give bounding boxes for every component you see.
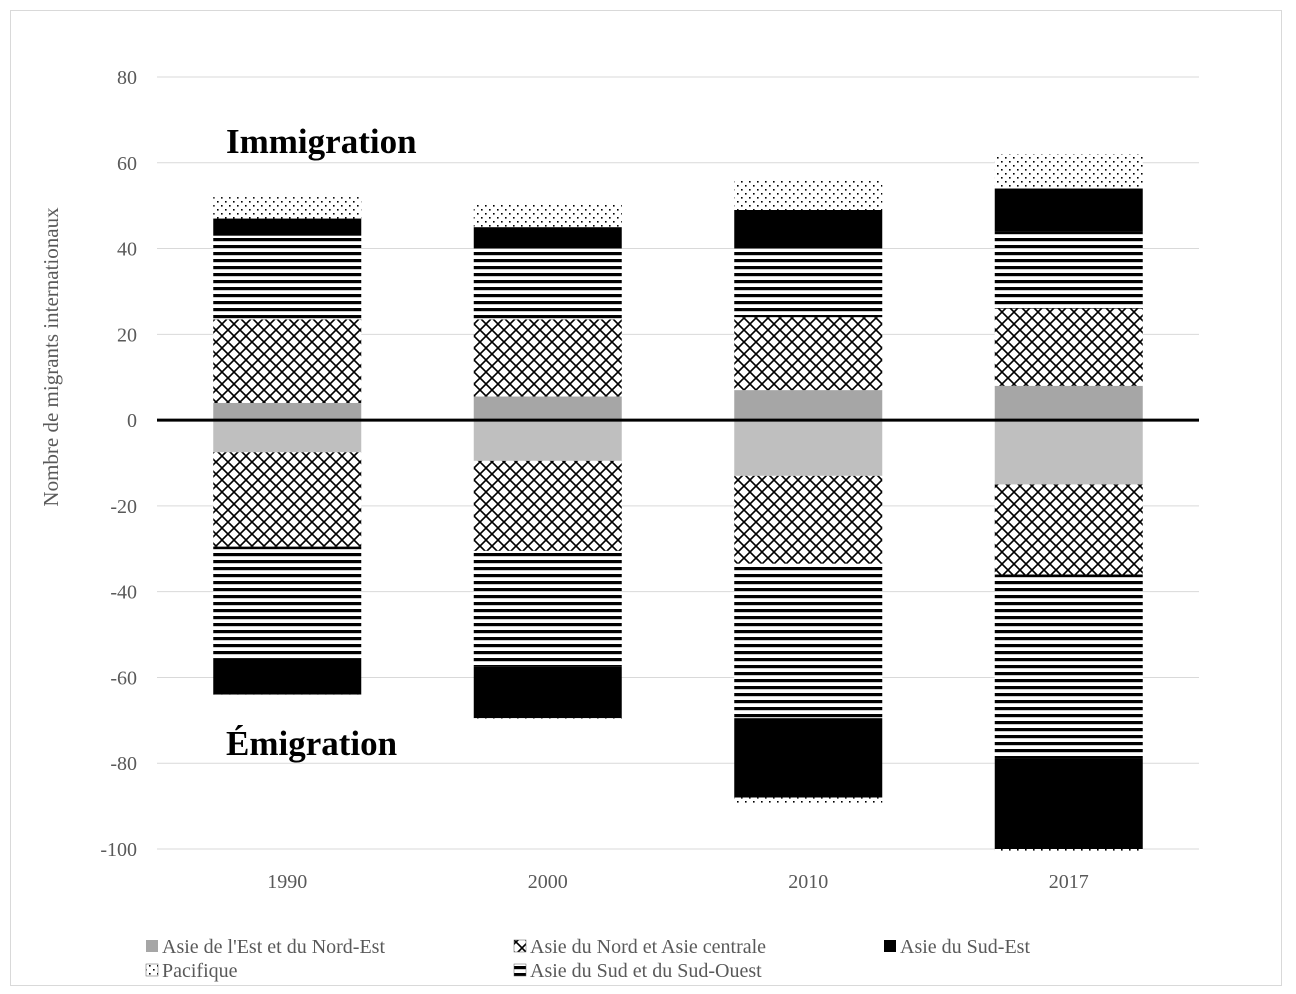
y-tick-label: -20 — [110, 496, 137, 518]
bar-pacifique-immigration-2010 — [734, 179, 883, 210]
bar-asie-du-sud-et-du-sud-ouest-immigration-2000 — [473, 248, 622, 320]
x-tick-label: 2000 — [528, 871, 568, 893]
labels: Nombre de migrants internationaux Immigr… — [39, 122, 417, 763]
bar-asie-du-nord-et-asie-centrale-immigration-2010 — [734, 317, 883, 391]
bar-asie-de-l-est-et-du-nord-est-immigration-2000 — [473, 396, 622, 421]
legend-label: Asie du Nord et Asie centrale — [530, 936, 766, 958]
bar-asie-du-sud-est-emigration-2000 — [473, 666, 622, 719]
x-tick-label: 2017 — [1049, 871, 1089, 893]
bar-asie-de-l-est-et-du-nord-est-immigration-2017 — [994, 385, 1143, 421]
bar-asie-du-nord-et-asie-centrale-emigration-1990 — [213, 452, 362, 547]
bar-asie-du-sud-est-emigration-2017 — [994, 758, 1143, 849]
bar-asie-de-l-est-et-du-nord-est-immigration-1990 — [213, 402, 362, 421]
y-tick-label: 20 — [117, 324, 137, 346]
legend-item-pacifique: Pacifique — [145, 960, 238, 982]
bar-asie-du-sud-et-du-sud-ouest-immigration-1990 — [213, 235, 362, 320]
bar-asie-du-nord-et-asie-centrale-emigration-2010 — [734, 475, 883, 564]
annotation-emigration: Émigration — [226, 724, 397, 763]
y-tick-label: 80 — [117, 67, 137, 89]
legend-label: Asie du Sud-Est — [900, 936, 1030, 958]
bar-asie-de-l-est-et-du-nord-est-emigration-2000 — [473, 420, 622, 461]
x-tick-label: 2010 — [788, 871, 828, 893]
bar-pacifique-emigration-1990 — [213, 694, 362, 697]
legend: Asie de l'Est et du Nord-Est Asie du Nord… — [145, 936, 1030, 982]
legend-swatch — [145, 963, 159, 977]
legend-swatch — [513, 963, 527, 977]
bar-asie-du-nord-et-asie-centrale-immigration-1990 — [213, 319, 362, 403]
bar-asie-de-l-est-et-du-nord-est-emigration-2017 — [994, 420, 1143, 485]
legend-label: Pacifique — [162, 960, 238, 982]
bar-pacifique-immigration-1990 — [213, 197, 362, 219]
x-tick-label: 1990 — [267, 871, 307, 893]
y-tick-label: -80 — [110, 753, 137, 775]
bar-asie-du-sud-et-du-sud-ouest-immigration-2017 — [994, 231, 1143, 309]
legend-item-asie-de-l-est-et-du-nord-est: Asie de l'Est et du Nord-Est — [146, 936, 385, 958]
y-axis-title: Nombre de migrants internationaux — [39, 207, 63, 507]
bar-asie-du-nord-et-asie-centrale-immigration-2017 — [994, 308, 1143, 386]
bar-asie-de-l-est-et-du-nord-est-emigration-2010 — [734, 420, 883, 476]
bar-asie-du-sud-est-immigration-2017 — [994, 188, 1143, 232]
bar-asie-du-sud-et-du-sud-ouest-emigration-2000 — [473, 550, 622, 667]
bar-asie-du-sud-et-du-sud-ouest-immigration-2010 — [734, 248, 883, 318]
y-tick-label: -100 — [100, 839, 137, 861]
bar-asie-du-nord-et-asie-centrale-emigration-2017 — [994, 484, 1143, 575]
bar-asie-de-l-est-et-du-nord-est-emigration-1990 — [213, 420, 362, 453]
bar-pacifique-immigration-2000 — [473, 203, 622, 228]
y-tick-label: 0 — [127, 410, 137, 432]
legend-swatch — [884, 940, 896, 952]
bar-asie-du-sud-et-du-sud-ouest-emigration-2010 — [734, 563, 883, 719]
y-tick-label: -60 — [110, 667, 137, 689]
bar-asie-du-sud-est-immigration-2000 — [473, 227, 622, 249]
y-tick-label: 60 — [117, 153, 137, 175]
bar-asie-du-sud-est-immigration-1990 — [213, 218, 362, 236]
bar-asie-du-nord-et-asie-centrale-immigration-2000 — [473, 319, 622, 397]
bars: 1990 2000 2010 2017 — [213, 154, 1143, 893]
legend-swatch — [513, 939, 527, 953]
bar-asie-de-l-est-et-du-nord-est-immigration-2010 — [734, 390, 883, 421]
y-tick-label: -40 — [110, 582, 137, 604]
legend-label: Asie de l'Est et du Nord-Est — [162, 936, 385, 958]
annotation-immigration: Immigration — [226, 122, 417, 161]
bar-asie-du-nord-et-asie-centrale-emigration-2000 — [473, 460, 622, 551]
bar-asie-du-sud-est-emigration-1990 — [213, 658, 362, 695]
legend-label: Asie du Sud et du Sud-Ouest — [530, 960, 762, 982]
bar-pacifique-immigration-2017 — [994, 154, 1143, 189]
legend-item-asie-du-sud-et-du-sud-ouest: Asie du Sud et du Sud-Ouest — [513, 960, 762, 982]
bar-pacifique-emigration-2010 — [734, 797, 883, 804]
bar-asie-du-sud-et-du-sud-ouest-emigration-2017 — [994, 574, 1143, 759]
bar-pacifique-emigration-2017 — [994, 849, 1143, 852]
legend-item-asie-du-nord-et-asie-centrale: Asie du Nord et Asie centrale — [513, 936, 766, 958]
legend-swatch — [146, 940, 158, 952]
bar-asie-du-sud-est-immigration-2010 — [734, 209, 883, 249]
y-tick-label: 40 — [117, 239, 137, 261]
chart-frame — [10, 10, 1282, 986]
bar-asie-du-sud-et-du-sud-ouest-emigration-1990 — [213, 546, 362, 659]
bar-asie-du-sud-est-emigration-2010 — [734, 718, 883, 798]
bar-pacifique-emigration-2000 — [473, 718, 622, 721]
legend-item-asie-du-sud-est: Asie du Sud-Est — [884, 936, 1030, 958]
